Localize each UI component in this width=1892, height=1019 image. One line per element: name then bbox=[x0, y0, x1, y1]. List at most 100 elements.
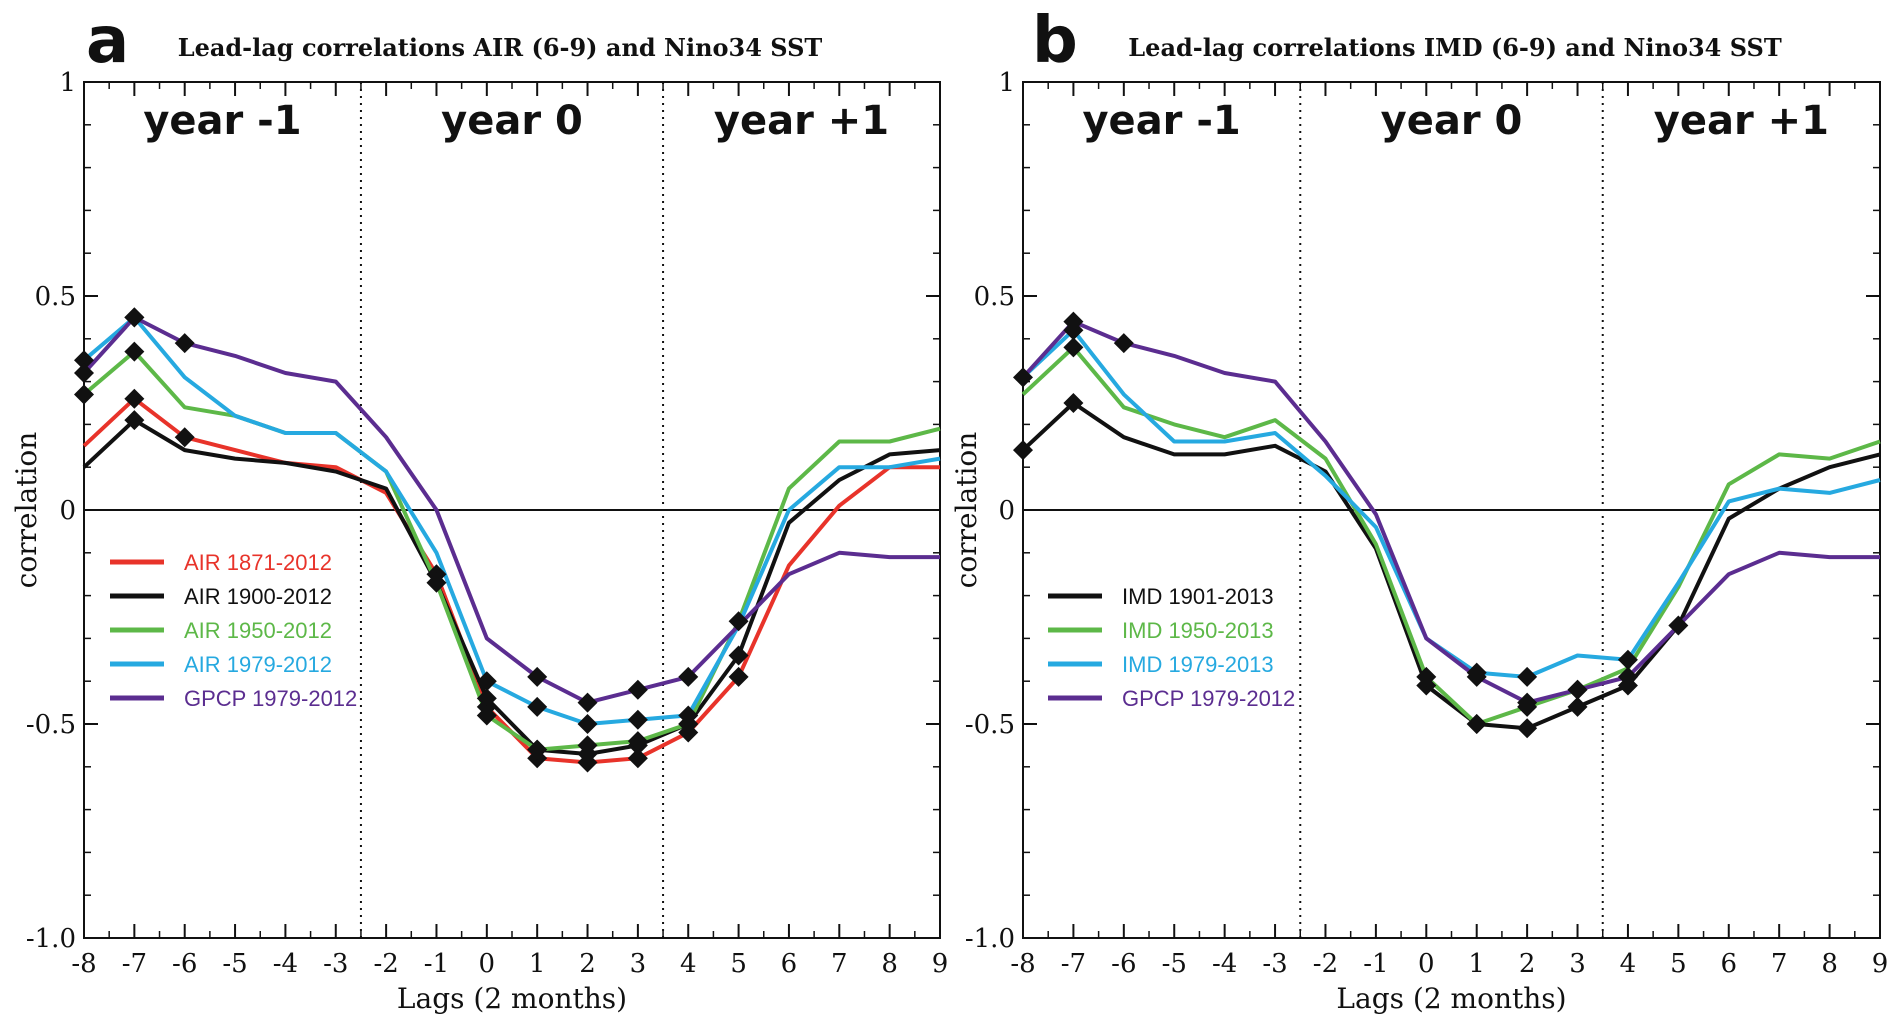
significance-marker bbox=[1466, 714, 1487, 734]
x-tick-label: 8 bbox=[881, 949, 898, 979]
x-tick-label: 1 bbox=[1468, 949, 1485, 979]
x-tick-label: 7 bbox=[1771, 949, 1788, 979]
x-tick-label: -7 bbox=[1061, 949, 1086, 979]
significance-marker bbox=[728, 611, 749, 632]
x-tick-label: 5 bbox=[1670, 949, 1687, 979]
panel-letter-b: b bbox=[1032, 4, 1078, 78]
series-line bbox=[1021, 319, 1880, 705]
region-label: year -1 bbox=[1082, 98, 1240, 144]
significance-marker bbox=[627, 709, 648, 730]
y-tick-label: 0.5 bbox=[974, 282, 1015, 312]
region-label: year -1 bbox=[143, 98, 301, 144]
legend-label: GPCP 1979-2012 bbox=[184, 686, 357, 711]
x-tick-label: -3 bbox=[1262, 949, 1287, 979]
y-axis-label: correlation bbox=[950, 432, 983, 589]
x-tick-label: -8 bbox=[71, 949, 96, 979]
series-line bbox=[82, 349, 941, 752]
x-tick-label: 5 bbox=[730, 949, 747, 979]
significance-marker bbox=[527, 739, 548, 760]
legend-label: AIR 1950-2012 bbox=[184, 618, 332, 643]
x-tick-label: -2 bbox=[1313, 949, 1338, 979]
x-tick-label: 8 bbox=[1821, 949, 1838, 979]
x-tick-label: 1 bbox=[529, 949, 546, 979]
significance-marker bbox=[627, 731, 648, 752]
significance-marker bbox=[1567, 679, 1588, 700]
significance-marker bbox=[1617, 666, 1638, 687]
panel-a: -8 -7 -6 -5 -4 -3 -2 -1 0 1 2 3 4 5 6 7 8 9 1 0.5 0 -0.5 -1.0 L… bbox=[10, 68, 948, 1015]
x-tick-label: -1 bbox=[424, 949, 449, 979]
significance-marker bbox=[74, 384, 94, 405]
significance-marker bbox=[124, 410, 145, 431]
legend-label: IMD 1901-2013 bbox=[1122, 584, 1274, 609]
series-line bbox=[1021, 345, 1881, 726]
series-line bbox=[82, 418, 941, 756]
significance-marker bbox=[174, 427, 195, 448]
significance-marker bbox=[426, 572, 447, 593]
region-label: year +1 bbox=[1654, 98, 1829, 144]
legend-label: GPCP 1979-2012 bbox=[1122, 686, 1295, 711]
y-tick-label: 0.5 bbox=[35, 282, 76, 312]
significance-marker bbox=[627, 679, 648, 700]
significance-marker bbox=[728, 666, 749, 687]
region-label: year 0 bbox=[441, 98, 583, 144]
x-tick-label: 6 bbox=[781, 949, 798, 979]
significance-marker bbox=[124, 307, 145, 328]
x-tick-label: -5 bbox=[222, 949, 247, 979]
x-tick-label: -6 bbox=[1111, 949, 1136, 979]
significance-marker bbox=[1517, 666, 1538, 687]
x-tick-label: 0 bbox=[1418, 949, 1435, 979]
significance-marker bbox=[74, 363, 94, 384]
significance-marker bbox=[1013, 440, 1033, 461]
significance-marker bbox=[124, 341, 145, 362]
significance-marker bbox=[527, 666, 548, 687]
x-tick-label: -4 bbox=[273, 949, 298, 979]
legend-label: IMD 1979-2013 bbox=[1122, 652, 1274, 677]
y-tick-label: -0.5 bbox=[965, 710, 1015, 740]
series-line bbox=[82, 315, 940, 705]
significance-marker bbox=[1567, 696, 1588, 717]
x-tick-label: 6 bbox=[1720, 949, 1737, 979]
x-tick-label: 4 bbox=[1620, 949, 1637, 979]
panel-b-title: Lead-lag correlations IMD (6-9) and Nino… bbox=[1128, 33, 1782, 62]
x-tick-label: -6 bbox=[172, 949, 197, 979]
x-tick-label: 0 bbox=[479, 949, 496, 979]
significance-marker bbox=[678, 705, 699, 726]
significance-marker bbox=[1517, 718, 1538, 739]
x-tick-label: -2 bbox=[373, 949, 398, 979]
significance-marker bbox=[577, 692, 598, 713]
x-tick-label: 7 bbox=[831, 949, 848, 979]
significance-marker bbox=[1517, 692, 1538, 713]
x-tick-label: 3 bbox=[630, 949, 647, 979]
significance-marker bbox=[1013, 367, 1033, 388]
series-line bbox=[82, 315, 941, 726]
region-label: year +1 bbox=[714, 98, 889, 144]
y-axis-label: correlation bbox=[10, 432, 43, 589]
y-tick-label: -1.0 bbox=[26, 924, 76, 954]
significance-marker bbox=[476, 671, 497, 692]
x-tick-label: -5 bbox=[1162, 949, 1187, 979]
x-tick-label: 2 bbox=[579, 949, 596, 979]
region-label: year 0 bbox=[1381, 98, 1523, 144]
legend-label: IMD 1950-2013 bbox=[1122, 618, 1274, 643]
panel-letter-a: a bbox=[86, 4, 129, 78]
significance-marker bbox=[174, 333, 195, 354]
y-tick-label: 0 bbox=[59, 496, 76, 526]
legend-label: AIR 1900-2012 bbox=[184, 584, 332, 609]
y-tick-label: 1 bbox=[998, 68, 1015, 98]
significance-marker bbox=[1063, 393, 1084, 413]
y-tick-label: -0.5 bbox=[26, 710, 76, 740]
y-tick-label: 1 bbox=[59, 68, 76, 98]
significance-marker bbox=[728, 645, 749, 666]
significance-marker bbox=[627, 748, 648, 769]
x-axis-label: Lags (2 months) bbox=[397, 982, 627, 1015]
x-tick-label: -1 bbox=[1363, 949, 1388, 979]
significance-marker bbox=[124, 388, 145, 409]
x-tick-label: 9 bbox=[1872, 949, 1889, 979]
legend-label: AIR 1979-2012 bbox=[184, 652, 332, 677]
significance-marker bbox=[74, 350, 94, 371]
panel-a-title: Lead-lag correlations AIR (6-9) and Nino… bbox=[178, 33, 823, 62]
panel-b: -8 -7 -6 -5 -4 -3 -2 -1 0 1 2 3 4 5 6 7 8 9 1 0.5 0 -0.5 -1.0 L… bbox=[950, 68, 1888, 1015]
x-tick-label: -4 bbox=[1212, 949, 1237, 979]
y-tick-label: 0 bbox=[998, 496, 1015, 526]
